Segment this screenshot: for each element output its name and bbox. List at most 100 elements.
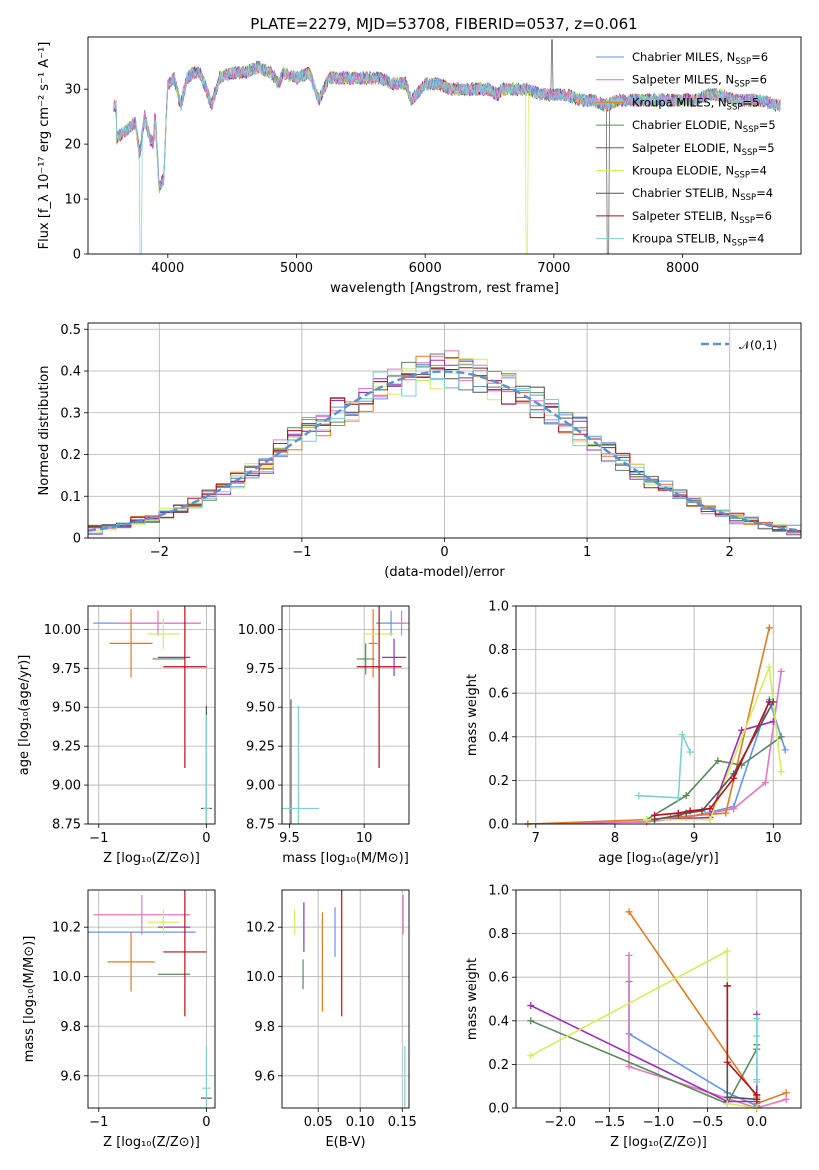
weight_vs_Z-line-salpeter_elodie	[530, 1004, 758, 1103]
age_vs_mass-point-salpeter_miles	[394, 610, 409, 636]
residuals-xtick-label: 1	[583, 545, 591, 560]
age_vs_mass-ytick-label: 8.75	[246, 818, 275, 833]
weight_vs_Z-line-chabrier_stelib	[726, 985, 758, 1101]
weight_vs_Z-marker-kroupa_miles	[782, 1089, 790, 1097]
spectrum-line-kroupa_stelib	[113, 62, 781, 254]
weight_vs_age-marker-kroupa_elodie	[777, 768, 785, 776]
weight_vs_Z-marker-salpeter_miles	[625, 1063, 633, 1071]
mass_vs_EBV-axes: 0.05 0.10 0.15 9.6 9.8 10.0 10.2 E(B-V)	[246, 890, 417, 1150]
legend-label-chabrier_miles: Chabrier MILES, NSSP=6	[632, 50, 768, 67]
age_vs_Z-xtick-label: −1	[89, 831, 108, 846]
residuals-ytick-label: 0.3	[60, 406, 81, 421]
weight_vs_age-marker-chabrier_miles	[781, 746, 789, 754]
spectrum-ylabel: Flux [f_λ 10⁻¹⁷ erg cm⁻² s⁻¹ A⁻¹]	[37, 42, 52, 250]
age_vs_mass-xlabel: mass [log₁₀(M/M⊙)]	[282, 851, 409, 866]
legend-label-chabrier_stelib: Chabrier STELIB, NSSP=4	[632, 186, 773, 203]
weight_vs_Z-marker-kroupa_stelib	[753, 1015, 761, 1023]
weight_vs_age-marker-chabrier_elodie	[777, 733, 785, 741]
weight_vs_Z-marker-salpeter_elodie	[527, 1002, 535, 1010]
residuals-xtick-label: −1	[292, 545, 311, 560]
weight_vs_age-ytick-label: 0.8	[488, 643, 509, 658]
spectrum-xtick-label: 4000	[151, 261, 184, 276]
mass_vs_EBV-ytick-label: 9.6	[254, 1069, 275, 1084]
weight_vs_Z-ytick-label: 0.2	[488, 1058, 509, 1073]
weight_vs_Z-ytick-label: 0.4	[488, 1014, 509, 1029]
mass_vs_EBV-xtick-label: 0.15	[388, 1115, 417, 1130]
residual-hist-kroupa_stelib	[88, 363, 801, 535]
weight_vs_age-marker-kroupa_miles	[722, 809, 730, 817]
weight_vs_Z-marker-salpeter_stelib	[723, 982, 731, 990]
mass_vs_EBV-xlabel: E(B-V)	[325, 1135, 365, 1150]
weight_vs_age-marker-kroupa_stelib	[674, 794, 682, 802]
weight_vs_Z-marker-salpeter_stelib	[753, 1095, 761, 1103]
weight_vs_Z-ytick-label: 1.0	[488, 884, 509, 899]
weight_vs_age-line-kroupa_miles	[527, 627, 771, 824]
weight_vs_age-line-kroupa_stelib	[638, 734, 691, 799]
weight_vs_Z-marker-kroupa_stelib	[753, 1078, 761, 1086]
residuals-ylabel: Normed distribution	[37, 366, 52, 496]
weight_vs_age-frame	[515, 605, 802, 825]
weight_vs_Z-marker-kroupa_elodie	[723, 1100, 731, 1108]
age_vs_mass-point-kroupa_miles	[368, 609, 378, 678]
residuals-ytick-label: 0.2	[60, 448, 81, 463]
age_vs_mass-point-chabrier_elodie	[356, 643, 375, 675]
weight_vs_age-marker-salpeter_miles	[730, 805, 738, 813]
weight_vs_Z-marker-kroupa_elodie	[723, 947, 731, 955]
weight_vs_Z-xtick-label: −2.0	[544, 1115, 576, 1130]
age_vs_mass-ytick-label: 9.50	[246, 701, 275, 716]
mass_vs_EBV-ytick-label: 10.2	[246, 921, 275, 936]
mass_vs_EBV-frame	[281, 889, 410, 1109]
mass_vs_Z-point-salpeter_miles	[93, 894, 191, 935]
residuals-ytick-label: 0.4	[60, 365, 81, 380]
weight_vs_age-marker-chabrier_elodie	[714, 757, 722, 765]
residuals-ytick-label: 0.5	[60, 323, 81, 338]
weight_vs_age-marker-kroupa_elodie	[765, 663, 773, 671]
weight_vs_age-xlabel: age [log₁₀(age/yr)]	[598, 851, 719, 866]
weight_vs_age-marker-chabrier_elodie	[682, 792, 690, 800]
age_vs_mass-ytick-label: 10.00	[238, 623, 275, 638]
residuals-xlabel: (data-model)/error	[384, 565, 505, 580]
weight_vs_Z-line-salpeter_miles	[628, 955, 787, 1108]
mass_vs_Z-xtick-label: 0	[202, 1115, 210, 1130]
age_vs_mass-ytick-label: 9.00	[246, 779, 275, 794]
weight_vs_Z-ytick-label: 0.6	[488, 971, 509, 986]
spectrum-frame	[87, 36, 802, 255]
weight_vs_age-ytick-label: 0.2	[488, 774, 509, 789]
age_vs_mass-point-kroupa_stelib	[282, 705, 320, 824]
mass_vs_Z-ytick-label: 10.0	[52, 970, 81, 985]
age_vs_mass-ytick-label: 9.25	[246, 740, 275, 755]
weight_vs_Z-marker-chabrier_stelib	[723, 1093, 731, 1101]
weight_vs_age-marker-salpeter_stelib	[686, 807, 694, 815]
mass_vs_EBV-xtick-label: 0.10	[346, 1115, 375, 1130]
age_vs_Z-ylabel: age [log₁₀(age/yr)]	[17, 655, 32, 776]
age_vs_mass-point-salpeter_elodie	[382, 638, 407, 677]
legend-label-salpeter_elodie: Salpeter ELODIE, NSSP=5	[632, 141, 775, 158]
spectrum-legend: Chabrier MILES, NSSP=6 Salpeter MILES, NS…	[596, 50, 776, 249]
weight_vs_Z-marker-salpeter_stelib	[723, 1058, 731, 1066]
spectrum-xlabel: wavelength [Angstrom, rest frame]	[330, 281, 559, 296]
weight_vs_age-marker-kroupa_elodie	[706, 816, 714, 824]
residuals-xtick-label: −2	[150, 545, 169, 560]
weight_vs_Z-marker-salpeter_miles	[782, 1095, 790, 1103]
legend-label-chabrier_elodie: Chabrier ELODIE, NSSP=5	[632, 118, 776, 135]
spectrum-xtick-label: 8000	[666, 261, 699, 276]
mass_vs_Z-point-kroupa_stelib	[202, 1046, 211, 1108]
legend-label-kroupa_elodie: Kroupa ELODIE, NSSP=4	[632, 164, 767, 181]
weight_vs_age-marker-kroupa_stelib	[635, 792, 643, 800]
residuals-axes: −2 −1 0 1 2 0 0.1 0.2 0.3 0.4 0.5 (data-model)/erro…	[37, 323, 801, 580]
weight_vs_Z-marker-kroupa_stelib	[753, 1032, 761, 1040]
age_vs_mass-ytick-label: 9.75	[246, 662, 275, 677]
age_vs_Z-point-salpeter_stelib	[163, 606, 207, 768]
weight_vs_age-ylabel: mass weight	[465, 674, 480, 756]
age_vs_Z-ytick-label: 8.75	[52, 818, 81, 833]
age_vs_Z-frame	[87, 605, 216, 825]
mass_vs_Z-xlabel: Z [log₁₀(Z/Z⊙)]	[103, 1135, 200, 1150]
weight_vs_age-marker-salpeter_stelib	[674, 809, 682, 817]
weight_vs_Z-marker-chabrier_elodie	[527, 1017, 535, 1025]
age_vs_Z-ytick-label: 10.00	[44, 623, 81, 638]
residual-legend-label: 𝒩(0,1)	[739, 338, 777, 352]
weight_vs_age-ytick-label: 0.0	[488, 818, 509, 833]
spectrum-ytick-label: 30	[64, 83, 81, 98]
spectrum-axes: 4000 5000 6000 7000 8000 0 10 20 30 wavelength [A…	[37, 42, 699, 296]
